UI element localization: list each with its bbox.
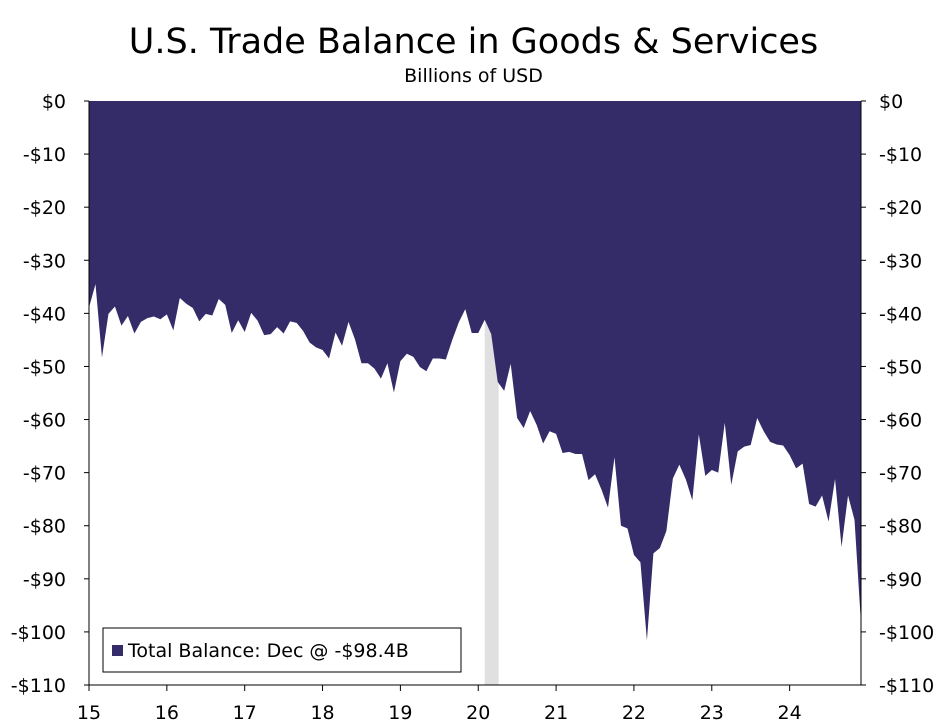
y-tick-label-left: -$50 [23, 356, 66, 378]
y-tick-label-right: -$50 [879, 356, 922, 378]
x-tick-label: 23 [700, 702, 724, 724]
y-tick-label-left: -$70 [23, 463, 66, 485]
y-tick-label-left: -$60 [23, 410, 66, 432]
x-tick-label: 24 [778, 702, 802, 724]
y-tick-label-right: -$60 [879, 410, 922, 432]
y-tick-label-right: -$70 [879, 463, 922, 485]
y-tick-label-right: -$30 [879, 250, 922, 272]
x-tick-label: 21 [544, 702, 568, 724]
y-tick-label-left: -$30 [23, 250, 66, 272]
chart-title: U.S. Trade Balance in Goods & Services [128, 22, 819, 62]
y-tick-label-right: -$40 [879, 303, 922, 325]
x-tick-label: 16 [155, 702, 179, 724]
x-tick-label: 15 [77, 702, 101, 724]
y-tick-label-left: -$80 [23, 516, 66, 538]
legend-label: Total Balance: Dec @ -$98.4B [127, 640, 409, 662]
y-tick-label-left: -$110 [11, 675, 66, 697]
x-tick-label: 17 [233, 702, 257, 724]
x-tick-label: 20 [466, 702, 490, 724]
y-tick-label-right: -$80 [879, 516, 922, 538]
y-tick-label-right: -$110 [879, 675, 934, 697]
chart-subtitle: Billions of USD [404, 65, 543, 87]
y-tick-label-left: $0 [42, 91, 66, 113]
y-tick-label-right: -$90 [879, 569, 922, 591]
legend-box [102, 627, 462, 673]
x-tick-label: 18 [310, 702, 334, 724]
y-tick-label-right: -$20 [879, 197, 922, 219]
x-tick-label: 19 [388, 702, 412, 724]
y-tick-label-left: -$100 [11, 622, 66, 644]
y-tick-label-right: -$10 [879, 144, 922, 166]
y-tick-label-left: -$90 [23, 569, 66, 591]
legend-swatch [112, 645, 123, 656]
y-tick-label-left: -$20 [23, 197, 66, 219]
x-tick-label: 22 [622, 702, 646, 724]
y-tick-label-left: -$40 [23, 303, 66, 325]
y-tick-label-right: -$100 [879, 622, 934, 644]
trade-balance-area [89, 101, 861, 641]
y-tick-label-right: $0 [879, 91, 903, 113]
y-tick-label-left: -$10 [23, 144, 66, 166]
